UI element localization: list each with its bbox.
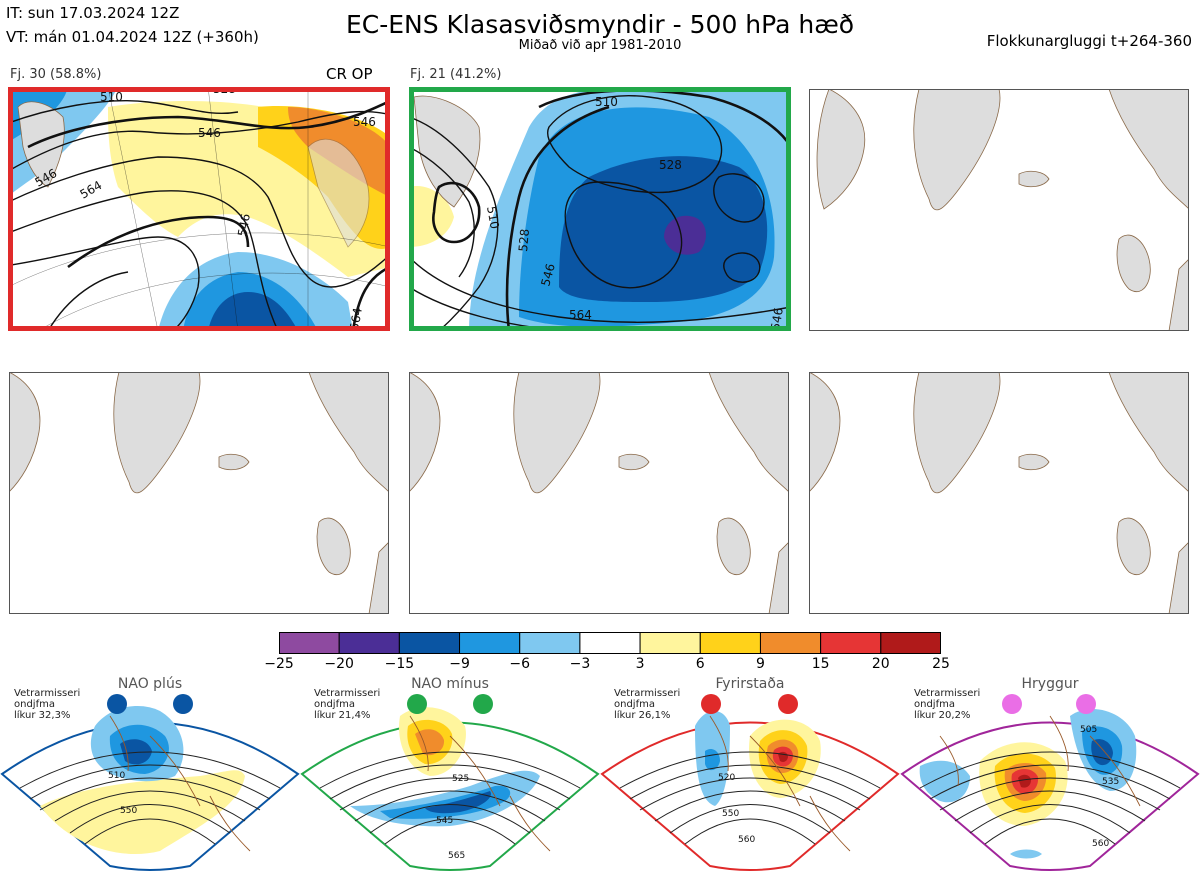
colorbar-tick-label: 20 — [871, 656, 890, 672]
regime-nao-plus: 510 550 NAO plús Vetrarmisseri ondjfma l… — [0, 676, 300, 871]
cluster-1-contour-label-564b: 564 — [347, 307, 365, 331]
regime-blocking-info: Vetrarmisseri ondjfma líkur 26,1% — [614, 688, 681, 721]
valid-time: VT: mán 01.04.2024 12Z (+360h) — [6, 28, 259, 46]
colorbar-swatch — [759, 632, 822, 654]
cluster-1-label: Fj. 30 (58.8%) — [10, 67, 102, 82]
anomaly-colorbar — [279, 632, 941, 654]
blocking-contour-560: 560 — [738, 835, 755, 845]
regime-blocking: 520 550 560 Fyrirstaða Vetrarmisseri ond… — [600, 676, 900, 871]
ridge-contour-505: 505 — [1080, 725, 1097, 735]
colorbar-tick-label: −15 — [384, 656, 415, 672]
cluster-2-contour-label-546: 546 — [538, 262, 557, 288]
regime-nao-minus: 525 545 565 NAO mínus Vetrarmisseri ondj… — [300, 676, 600, 871]
scandinavia — [307, 138, 370, 248]
greenland-2 — [413, 95, 481, 208]
regime-marker-2 — [173, 694, 193, 714]
regime-ridge-title: Hryggur — [1021, 676, 1079, 692]
empty-panel-6 — [809, 372, 1189, 614]
colorbar-tick-label: −9 — [449, 656, 470, 672]
colorbar-tick-label: −3 — [569, 656, 591, 672]
classification-window: Flokkunargluggi t+264-360 — [986, 32, 1192, 50]
regime-marker-1 — [701, 694, 721, 714]
empty-panel-5 — [409, 372, 789, 614]
colorbar-swatch — [459, 632, 521, 654]
cluster-1-contour-label-546b: 546 — [353, 115, 376, 129]
regime-ridge-info: Vetrarmisseri ondjfma líkur 20,2% — [914, 688, 981, 721]
colorbar-tick-label: −25 — [264, 656, 294, 672]
cluster-1-contour-label-546a: 546 — [198, 126, 221, 140]
colorbar-swatch — [820, 632, 882, 654]
regime-ridge: 505 535 560 Hryggur Vetrarmisseri ondjfm… — [900, 676, 1200, 871]
anomaly-dark-s — [208, 292, 298, 331]
cluster-1-contour-label-510: 510 — [100, 90, 123, 104]
cluster-2-map: 510 528 510 528 546 564 546 — [409, 87, 791, 331]
nao-plus-contour-550: 550 — [120, 806, 137, 816]
cluster-1-tag: CR OP — [326, 65, 373, 83]
cluster-1-contour-label-546d: 546 — [235, 213, 253, 238]
colorbar-swatch — [398, 632, 461, 654]
init-time: IT: sun 17.03.2024 12Z — [6, 4, 180, 22]
nao-minus-contour-565: 565 — [448, 851, 465, 861]
empty-panel-4 — [9, 372, 389, 614]
colorbar-tick-label: −6 — [509, 656, 531, 672]
nao-minus-contour-525: 525 — [452, 774, 469, 784]
cluster-2-contour-label-510b: 510 — [484, 205, 502, 230]
blocking-contour-550: 550 — [722, 809, 739, 819]
cluster-2-contour-label-528: 528 — [659, 158, 682, 172]
nao-minus-contour-545: 545 — [436, 816, 453, 826]
colorbar-outline — [279, 632, 941, 654]
greenland — [17, 101, 65, 188]
page-subtitle: Miðað við apr 1981-2010 — [518, 38, 682, 53]
cluster-1-contours — [8, 100, 390, 331]
regime-marker-1 — [1002, 694, 1022, 714]
cluster-1-contour-label-528: 528 — [213, 87, 236, 96]
regime-blocking-title: Fyrirstaða — [715, 676, 785, 692]
regime-nao-plus-title: NAO plús — [117, 676, 183, 692]
blocking-contour-520: 520 — [718, 773, 735, 783]
colorbar-tick-label: −20 — [324, 656, 354, 672]
cluster-2-label: Fj. 21 (41.2%) — [410, 67, 502, 82]
cluster-1-map: 510 528 546 546 564 546 546 564 — [8, 87, 390, 331]
colorbar-tick-label: 6 — [695, 656, 705, 672]
colorbar-swatch — [699, 632, 761, 654]
cluster-1-contour-label-564a: 564 — [78, 178, 105, 202]
regime-nao-minus-info: Vetrarmisseri ondjfma líkur 21,4% — [314, 688, 381, 721]
colorbar-swatch — [880, 632, 941, 654]
ridge-contour-560: 560 — [1092, 839, 1109, 849]
anomaly-dark-core — [559, 156, 768, 302]
colorbar-tick-label: 15 — [811, 656, 830, 672]
page-title: EC-ENS Klasasviðsmyndir - 500 hPa hæð — [345, 10, 855, 39]
colorbar-swatch — [519, 632, 581, 654]
colorbar-swatch — [338, 632, 400, 654]
regime-nao-plus-info: Vetrarmisseri ondjfma líkur 32,3% — [14, 688, 81, 721]
cluster-2-contour-label-564: 564 — [569, 308, 592, 322]
anomaly-purple-core — [664, 215, 706, 255]
colorbar-tick-label: 3 — [635, 656, 645, 672]
regime-nao-minus-title: NAO mínus — [411, 676, 489, 692]
regime-marker-2 — [473, 694, 493, 714]
colorbar-swatch — [639, 632, 701, 654]
regime-marker-1 — [407, 694, 427, 714]
empty-panel-3 — [809, 89, 1189, 331]
ridge-contour-535: 535 — [1102, 777, 1119, 787]
nao-plus-contour-510: 510 — [108, 771, 125, 781]
cluster-2-contour-label-510a: 510 — [595, 95, 618, 109]
colorbar-tick-label: 25 — [932, 656, 950, 672]
regime-marker-2 — [1076, 694, 1096, 714]
regime-marker-1 — [107, 694, 127, 714]
regime-marker-2 — [778, 694, 798, 714]
colorbar-swatch — [279, 632, 340, 654]
colorbar-tick-label: 9 — [755, 656, 765, 672]
anomaly-yellow-w — [409, 186, 454, 247]
cluster-2-contour-label-528b: 528 — [516, 228, 532, 252]
cluster-2-contour-label-546b: 546 — [768, 307, 786, 331]
colorbar-swatch — [579, 632, 641, 654]
